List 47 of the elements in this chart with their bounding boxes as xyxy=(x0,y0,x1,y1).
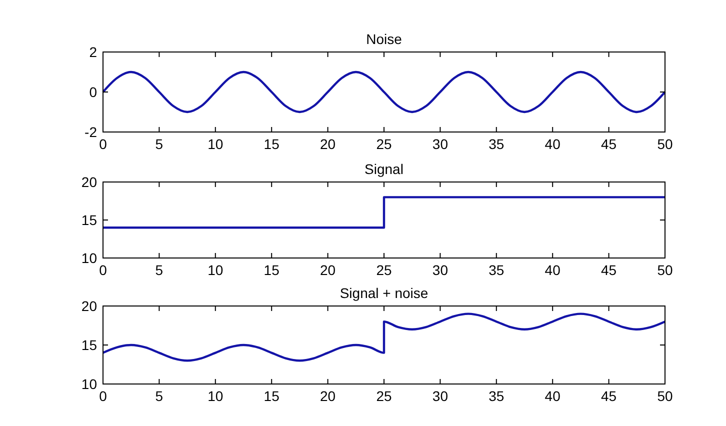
x-tick-label: 10 xyxy=(208,388,224,404)
x-tick-label: 30 xyxy=(432,388,448,404)
x-tick-label: 45 xyxy=(601,136,617,152)
x-tick-label: 25 xyxy=(376,388,392,404)
chart-title: Signal + noise xyxy=(340,285,428,301)
line-series xyxy=(102,312,666,362)
x-tick-label: 15 xyxy=(264,262,280,278)
x-tick-label: 5 xyxy=(155,136,164,152)
x-tick-label: 50 xyxy=(657,136,673,152)
x-tick-label: 40 xyxy=(544,262,561,278)
x-tick-label: 5 xyxy=(155,262,164,278)
x-tick-label: 35 xyxy=(488,136,504,152)
x-tick-label: 15 xyxy=(264,136,280,152)
x-tick-label: 0 xyxy=(99,388,108,404)
y-tick-label: -2 xyxy=(84,124,98,140)
x-tick-label: 45 xyxy=(601,262,617,278)
x-tick-label: 0 xyxy=(99,262,108,278)
x-tick-label: 40 xyxy=(544,136,561,152)
x-tick-label: 15 xyxy=(264,388,280,404)
y-tick-label: 10 xyxy=(81,250,98,266)
y-tick-label: 15 xyxy=(81,337,98,353)
x-tick-label: 5 xyxy=(155,388,164,404)
x-tick-label: 10 xyxy=(208,136,224,152)
x-tick-label: 25 xyxy=(376,262,392,278)
x-tick-label: 40 xyxy=(544,388,561,404)
x-tick-label: 35 xyxy=(488,388,504,404)
y-tick-label: 0 xyxy=(89,84,98,100)
x-tick-label: 50 xyxy=(657,262,673,278)
y-tick-label: 10 xyxy=(81,376,98,392)
x-tick-label: 30 xyxy=(432,262,448,278)
x-tick-label: 0 xyxy=(99,136,108,152)
chart-title: Signal xyxy=(364,161,404,177)
x-tick-label: 35 xyxy=(488,262,504,278)
x-tick-label: 30 xyxy=(432,136,448,152)
x-tick-label: 20 xyxy=(320,388,336,404)
x-tick-label: 10 xyxy=(208,262,224,278)
y-tick-label: 20 xyxy=(81,174,98,190)
chart-title: Noise xyxy=(366,31,402,47)
x-tick-label: 45 xyxy=(601,388,617,404)
x-tick-label: 20 xyxy=(320,262,336,278)
y-tick-label: 20 xyxy=(81,298,98,314)
y-tick-label: 2 xyxy=(89,44,98,60)
x-tick-label: 25 xyxy=(376,136,392,152)
line-series xyxy=(102,70,666,114)
x-tick-label: 50 xyxy=(657,388,673,404)
y-tick-label: 15 xyxy=(81,212,98,228)
x-tick-label: 20 xyxy=(320,136,336,152)
